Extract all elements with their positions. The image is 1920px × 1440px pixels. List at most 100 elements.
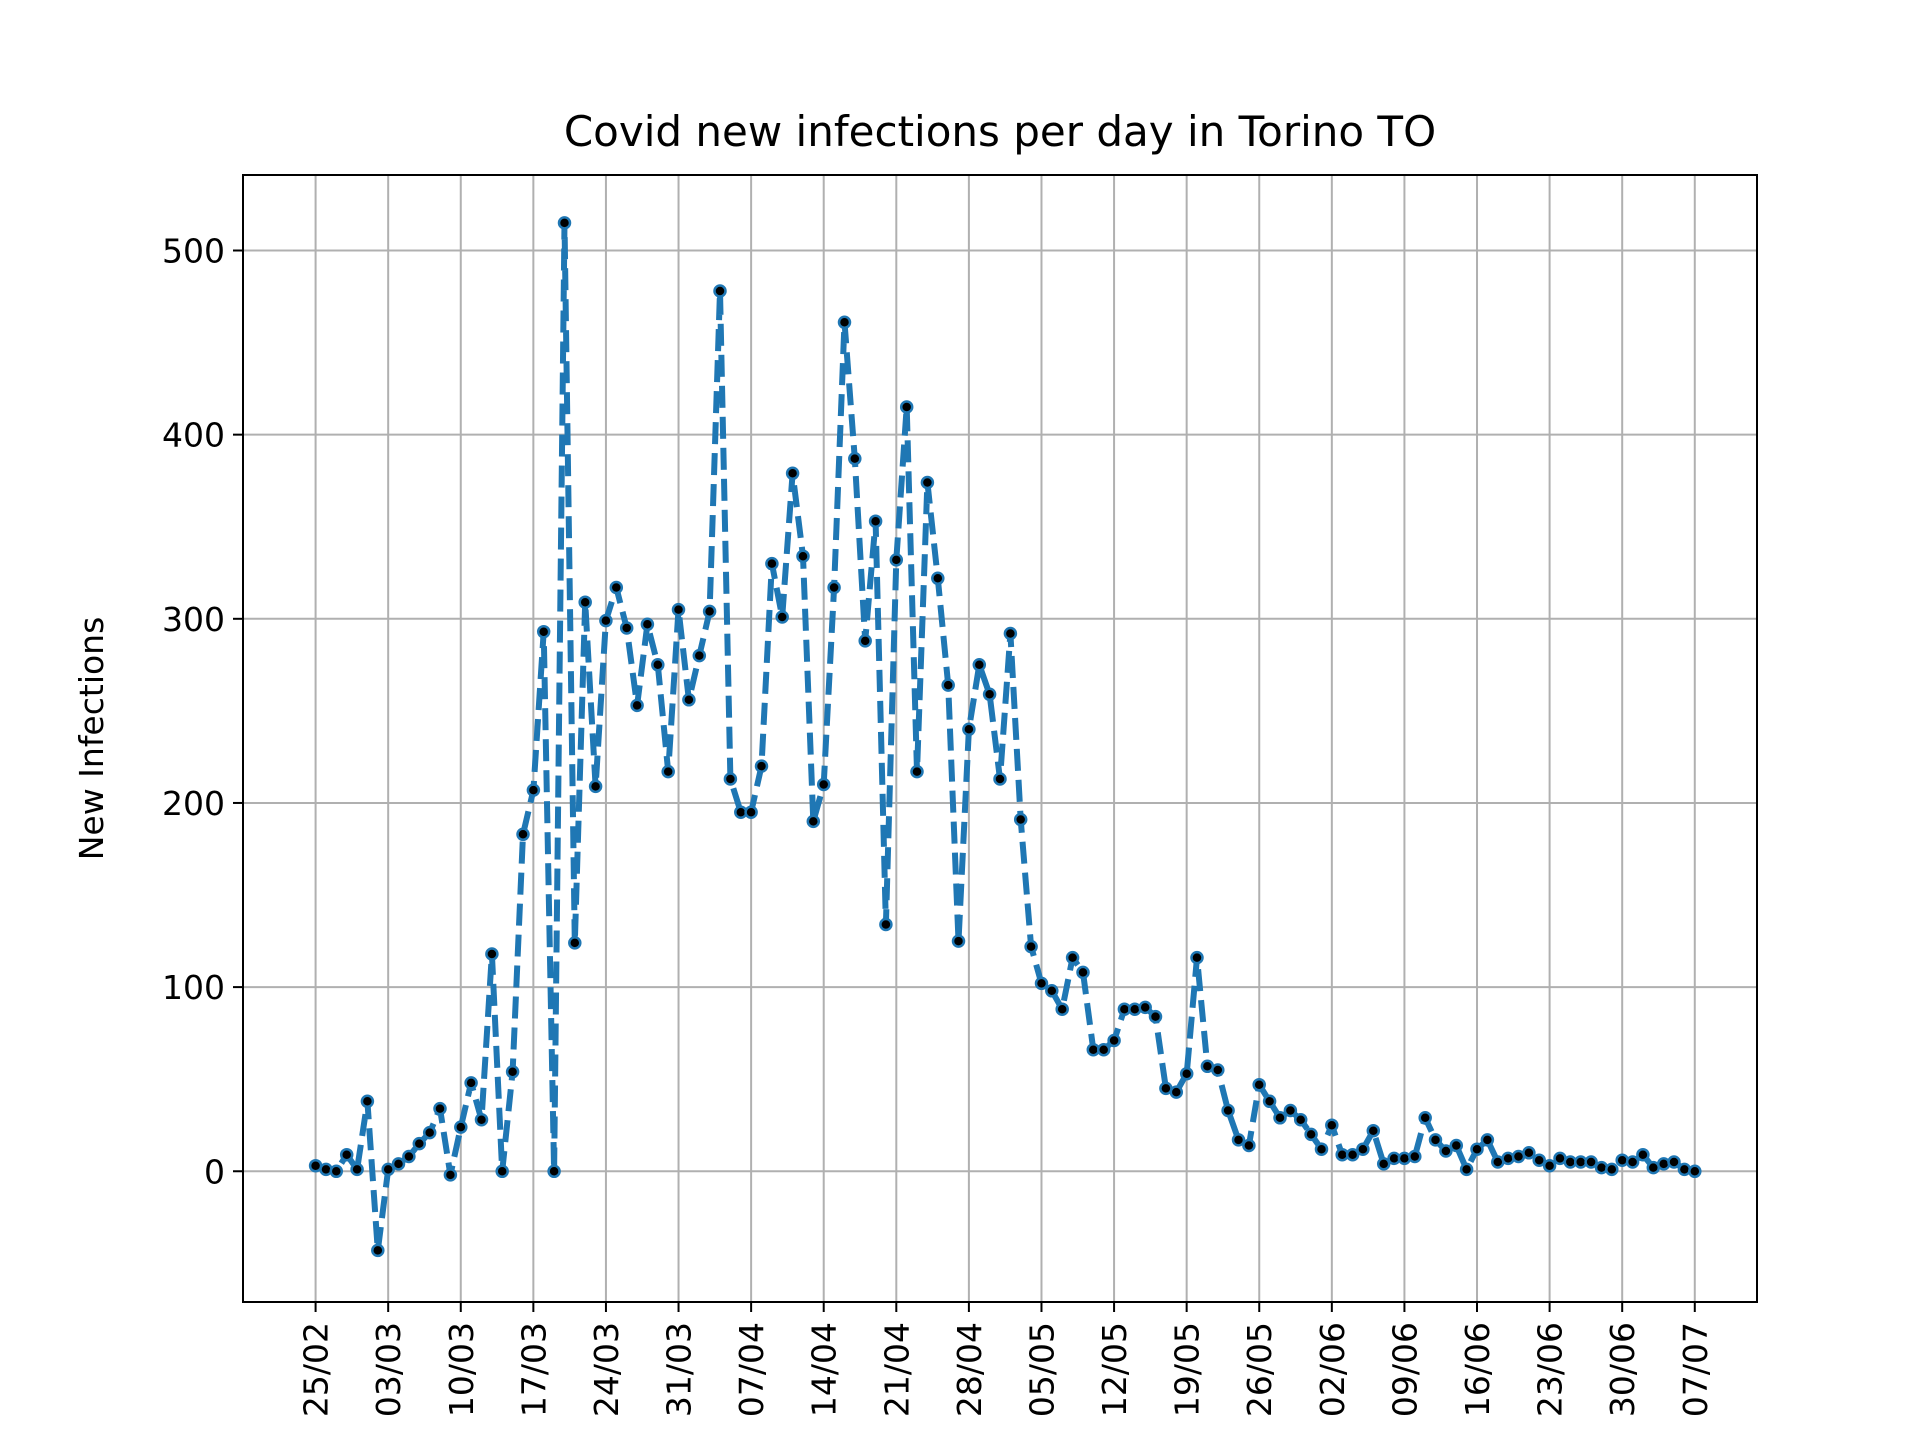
data-point — [526, 783, 541, 797]
data-point — [1584, 1155, 1598, 1169]
data-point — [1366, 1123, 1381, 1138]
data-point — [381, 1162, 395, 1177]
data-point — [557, 216, 572, 230]
data-point — [993, 772, 1007, 786]
x-tick-label: 28/04 — [950, 1322, 989, 1417]
data-point — [1605, 1162, 1619, 1177]
data-point — [1262, 1094, 1277, 1109]
data-point — [1459, 1162, 1474, 1177]
data-point — [816, 777, 831, 792]
data-point — [1003, 626, 1018, 641]
data-point — [713, 284, 727, 298]
data-point — [796, 549, 810, 563]
data-point — [1076, 965, 1090, 980]
data-point — [1480, 1133, 1495, 1147]
x-tick-label: 02/06 — [1313, 1322, 1352, 1417]
data-point — [1013, 812, 1028, 827]
x-tick-label: 26/05 — [1240, 1322, 1279, 1417]
data-point — [1179, 1066, 1194, 1081]
data-point — [630, 698, 644, 713]
data-point — [1034, 976, 1049, 991]
data-point — [931, 571, 945, 586]
data-point — [1024, 939, 1038, 954]
x-tick-label: 10/03 — [442, 1322, 481, 1417]
data-point — [692, 648, 707, 663]
data-point — [1522, 1146, 1536, 1160]
data-point — [1501, 1151, 1515, 1166]
y-axis-label: New Infections — [72, 617, 111, 861]
data-point — [723, 772, 738, 786]
data-point — [1096, 1042, 1111, 1057]
y-tick-label: 0 — [204, 1152, 225, 1191]
x-tick-label: 24/03 — [587, 1322, 626, 1417]
data-point — [1542, 1158, 1557, 1173]
data-point — [1252, 1077, 1266, 1092]
data-point — [1211, 1063, 1225, 1077]
data-point — [1688, 1164, 1702, 1179]
data-point — [910, 764, 924, 779]
data-point — [1439, 1144, 1453, 1158]
x-tick-label: 03/03 — [369, 1322, 408, 1417]
x-tick-label: 25/02 — [297, 1322, 336, 1417]
data-point — [578, 595, 592, 609]
y-tick-label: 200 — [162, 784, 225, 823]
data-point — [744, 805, 758, 819]
data-point — [1169, 1085, 1184, 1099]
data-point — [879, 917, 893, 932]
x-tick-label: 12/05 — [1095, 1322, 1134, 1417]
data-point — [661, 764, 675, 779]
data-point — [1625, 1155, 1640, 1169]
data-point — [1418, 1111, 1432, 1125]
data-point — [485, 947, 499, 961]
data-point — [339, 1147, 354, 1162]
data-point — [412, 1136, 427, 1151]
y-tick-label: 100 — [162, 968, 225, 1007]
data-point — [391, 1157, 406, 1171]
data-point — [1190, 950, 1204, 965]
data-point — [1273, 1111, 1287, 1125]
data-point — [651, 658, 665, 672]
data-point — [1128, 1002, 1142, 1016]
data-point — [1148, 1009, 1163, 1024]
data-point — [702, 604, 717, 619]
data-point — [619, 621, 634, 635]
data-point — [1667, 1155, 1681, 1169]
data-point — [360, 1094, 375, 1109]
plot-frame — [242, 174, 1758, 1303]
data-point — [433, 1101, 447, 1116]
x-tick-label: 07/07 — [1676, 1322, 1715, 1417]
data-point — [474, 1112, 489, 1127]
data-point — [1636, 1147, 1650, 1162]
data-point — [640, 617, 655, 632]
data-point — [868, 514, 883, 528]
data-point — [547, 1164, 561, 1179]
data-point — [588, 779, 603, 794]
x-tick-label: 14/04 — [805, 1322, 844, 1417]
data-point — [1449, 1138, 1464, 1153]
tick-layer: 0 100 200 300 400 500 25/02 03/03 10/03 17/03 24/0… — [162, 232, 1715, 1418]
data-point — [972, 658, 987, 672]
data-point — [837, 315, 852, 330]
data-point — [1356, 1142, 1370, 1156]
x-tick-label: 16/06 — [1458, 1322, 1497, 1417]
data-point — [1055, 1002, 1069, 1016]
data-point — [765, 556, 779, 571]
data-point — [568, 936, 582, 950]
data-point — [464, 1076, 478, 1090]
x-tick-label: 31/03 — [660, 1322, 699, 1417]
data-point — [982, 687, 997, 702]
data-point — [454, 1120, 468, 1134]
data-point — [951, 934, 966, 948]
data-point — [1221, 1103, 1235, 1118]
data-point — [371, 1243, 385, 1258]
data-point — [775, 610, 789, 624]
data-point — [495, 1164, 509, 1179]
data-point — [516, 827, 530, 842]
data-point — [941, 678, 955, 692]
data-point — [1045, 984, 1059, 998]
data-point — [350, 1162, 364, 1177]
x-tick-label: 30/06 — [1603, 1322, 1642, 1417]
data-point — [889, 553, 904, 567]
data-point — [536, 624, 551, 639]
